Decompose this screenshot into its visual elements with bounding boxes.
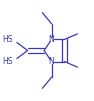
Text: HS: HS	[2, 35, 13, 44]
Text: HS: HS	[2, 57, 13, 66]
Text: N: N	[49, 57, 54, 66]
Text: N: N	[49, 35, 54, 44]
